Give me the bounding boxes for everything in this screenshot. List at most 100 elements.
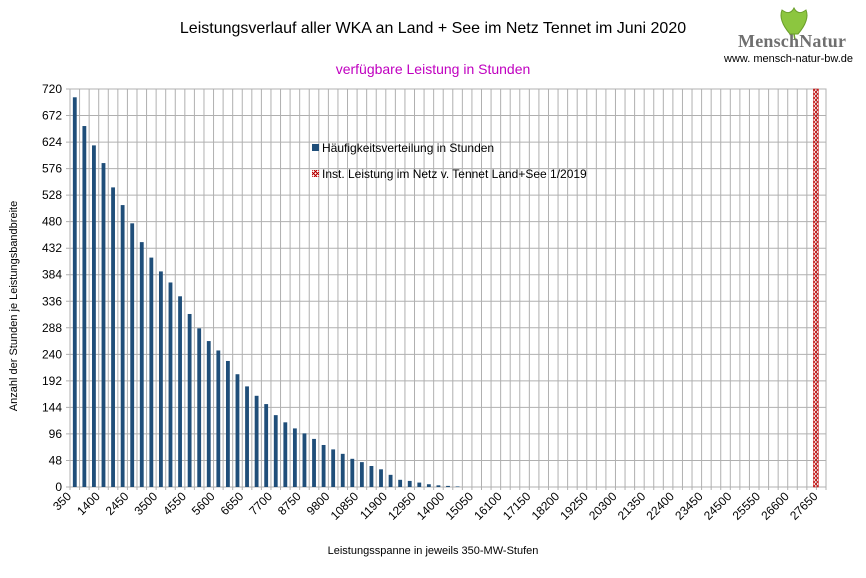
installed-capacity-mark: [813, 88, 819, 488]
legend-swatch-installed: [312, 170, 319, 177]
x-tick-label: 27650: [787, 489, 821, 523]
y-tick-label: 432: [42, 241, 62, 255]
bar: [92, 145, 96, 487]
x-tick-label: 14000: [414, 489, 448, 523]
y-tick-label: 144: [42, 400, 62, 414]
y-tick-label: 336: [42, 294, 62, 308]
legend-label-frequency: Häufigkeitsverteilung in Stunden: [322, 141, 495, 155]
y-tick-label: 0: [55, 480, 62, 494]
x-tick-label: 15050: [443, 489, 477, 523]
x-tick-label: 11900: [357, 489, 390, 522]
x-tick-label: 8750: [275, 489, 304, 518]
bar: [273, 415, 278, 487]
bar: [130, 223, 135, 487]
bar: [120, 205, 125, 488]
bar: [283, 422, 288, 487]
bar: [225, 360, 230, 487]
y-tick-label: 576: [42, 162, 62, 176]
bar: [302, 433, 307, 487]
x-tick-label: 16100: [471, 489, 505, 523]
bar: [350, 458, 355, 487]
x-tick-label: 12950: [385, 489, 419, 523]
bars: [72, 97, 460, 488]
bar: [436, 485, 441, 487]
x-tick-label: 19250: [557, 489, 591, 523]
x-tick-label: 350: [50, 489, 74, 513]
bar: [398, 479, 403, 487]
bar: [235, 374, 240, 487]
y-tick-label: 48: [49, 453, 63, 467]
bar: [331, 449, 336, 487]
bar: [455, 486, 460, 487]
x-tick-label: 10850: [328, 489, 362, 523]
bar: [388, 474, 393, 487]
x-tick-label: 24500: [701, 489, 735, 523]
y-tick-labels: 0 48 96 144 192 240 288 336 384 432 480 528 576 624 67…: [42, 82, 62, 494]
bar: [206, 341, 211, 487]
bar: [340, 453, 345, 487]
logo: [780, 6, 808, 41]
bar: [149, 257, 154, 487]
y-axis-label: Anzahl der Stunden je Leistungsbandbreit…: [8, 200, 20, 412]
x-tick-label: 18200: [529, 489, 563, 523]
bar: [216, 350, 221, 487]
bar: [417, 482, 422, 487]
x-tick-label: 21350: [615, 489, 649, 523]
grid: [66, 88, 827, 490]
legend-item-installed: Inst. Leistung im Netz v. Tennet Land+Se…: [312, 167, 587, 181]
chart-subtitle: verfügbare Leistung in Stunden: [335, 61, 531, 77]
bar: [379, 469, 383, 487]
x-tick-label: 3500: [131, 489, 160, 518]
bar: [446, 485, 450, 487]
x-tick-label: 7700: [246, 489, 275, 518]
x-tick-label: 26600: [758, 489, 792, 523]
installed-capacity-series: [813, 88, 819, 488]
bar: [197, 328, 202, 487]
x-tick-label: 17150: [500, 489, 534, 523]
bar: [254, 395, 259, 487]
bar: [158, 271, 163, 487]
bar: [312, 438, 316, 487]
legend-item-frequency: Häufigkeitsverteilung in Stunden: [312, 141, 494, 155]
x-tick-label: 22400: [644, 489, 678, 523]
x-tick-label: 25550: [730, 489, 764, 523]
legend-swatch-frequency: [312, 144, 319, 151]
x-tick-label: 23450: [672, 489, 706, 523]
y-tick-label: 192: [42, 374, 62, 388]
ginkgo-leaf-icon: [780, 6, 808, 41]
y-tick-label: 624: [42, 135, 62, 149]
bar: [82, 126, 87, 488]
bar: [101, 163, 106, 488]
chart-title: Leistungsverlauf aller WKA an Land + See…: [179, 20, 687, 37]
bar: [245, 386, 249, 487]
y-tick-label: 96: [49, 427, 63, 441]
bar: [292, 428, 297, 487]
bar: [359, 462, 364, 487]
x-tick-labels: 350 1400 2450 3500 4550 5600 6650 7700 8750 98001…: [50, 489, 821, 523]
bar: [168, 282, 173, 487]
logo-name: MenschNatur: [738, 31, 847, 51]
bar: [369, 465, 374, 487]
logo-url: www. mensch-natur-bw.de: [724, 53, 853, 65]
y-tick-label: 720: [42, 82, 62, 96]
legend-label-installed: Inst. Leistung im Netz v. Tennet Land+Se…: [322, 167, 587, 181]
y-tick-label: 288: [42, 321, 62, 335]
x-tick-label: 5600: [189, 489, 218, 518]
x-tick-label: 20300: [586, 489, 620, 523]
x-tick-label: 2450: [103, 489, 132, 518]
bar: [407, 480, 412, 487]
y-tick-label: 528: [42, 188, 62, 202]
y-tick-label: 480: [42, 215, 62, 229]
bar: [72, 97, 77, 488]
bar: [111, 187, 115, 487]
bar: [264, 404, 269, 487]
x-axis-label: Leistungsspanne in jeweils 350-MW-Stufen: [327, 545, 539, 557]
bar: [187, 313, 192, 487]
bar: [139, 242, 144, 487]
y-tick-label: 672: [42, 109, 62, 123]
y-tick-label: 384: [42, 268, 62, 282]
bar: [321, 444, 326, 487]
x-tick-label: 6650: [218, 489, 247, 518]
bar: [178, 296, 182, 487]
